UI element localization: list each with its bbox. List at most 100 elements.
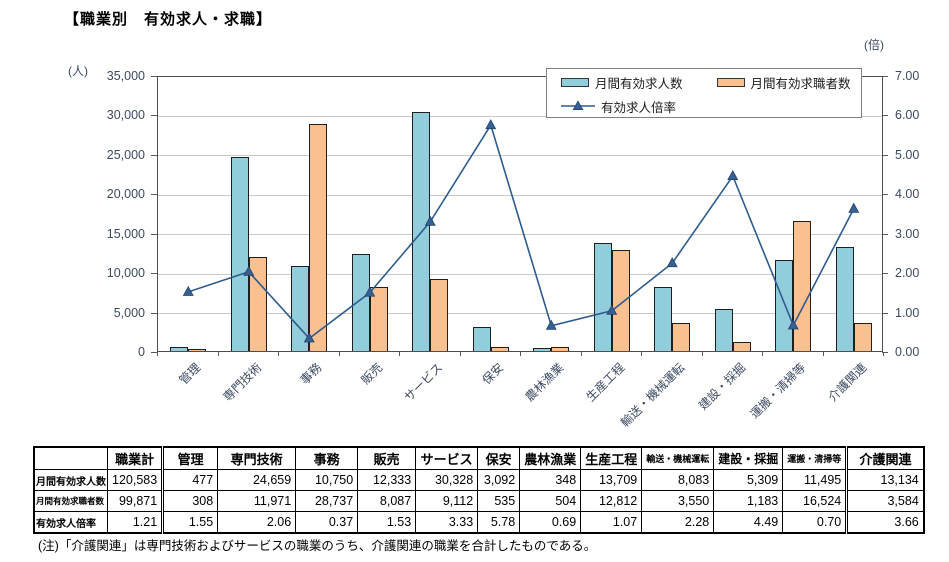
- seekers-bar-管理: [188, 348, 207, 351]
- vacancies-bar-保安: [472, 326, 491, 351]
- table-cell: 8,087: [357, 490, 417, 512]
- table-cell: 535: [477, 490, 521, 512]
- table-header-専門技術: 専門技術: [217, 446, 297, 470]
- table-cell: 0.69: [519, 511, 582, 534]
- table-cell: 1.55: [162, 511, 219, 534]
- y-right-tick: [882, 76, 888, 77]
- table-header-row: 職業計 管理 専門技術 事務 販売 サービス 保安 農林漁業 生産工程 輸送・機械運転 建設・採掘運…: [33, 446, 925, 470]
- table-header-介護関連: 介護関連: [846, 446, 925, 470]
- seekers-bar-swatch-icon: [716, 77, 745, 87]
- table-header-運搬・清掃等: 運搬・清掃等: [782, 446, 849, 470]
- y-left-tick: [151, 352, 157, 353]
- x-category-label-農林漁業: 農林漁業: [522, 360, 567, 405]
- ratio-line-series: [182, 119, 860, 343]
- table-cell: 10,750: [295, 469, 359, 491]
- table-row-月間有効求職者数: 月間有効求職者数 99,871 308 11,971 28,737 8,087 9,112 5…: [33, 490, 925, 512]
- y-left-tick: [151, 312, 157, 314]
- table-header-輸送・機械運転: 輸送・機械運転: [641, 446, 715, 470]
- table-cell: 0.70: [782, 511, 849, 534]
- seekers-bar-生産工程: [611, 249, 630, 351]
- table-cell: 3,092: [477, 469, 521, 491]
- x-category-label-専門技術: 専門技術: [220, 360, 265, 405]
- y-left-tick: [151, 154, 157, 156]
- table-cell: 1.53: [357, 511, 417, 534]
- y-right-tick: [882, 352, 888, 353]
- ratio-line-swatch-icon: [561, 100, 595, 111]
- grid-line: [158, 234, 882, 236]
- y-right-tick: [882, 273, 888, 275]
- table-cell: 3,550: [641, 490, 715, 512]
- x-axis-tick: [883, 352, 884, 356]
- vacancies-bar-介護関連: [835, 247, 854, 351]
- table-cell: 8,083: [641, 469, 715, 491]
- legend-row-1: 月間有効求人数 月間有効求職者数: [547, 71, 861, 93]
- vacancies-bar-生産工程: [593, 242, 612, 351]
- y-left-tick: [151, 194, 157, 196]
- x-category-label-介護関連: 介護関連: [825, 360, 870, 405]
- y-right-tick-label: 7.00: [895, 69, 920, 83]
- table-cell: 11,971: [217, 490, 297, 512]
- table-cell: 1.07: [580, 511, 643, 534]
- vacancies-bar-販売: [351, 253, 370, 351]
- x-axis-tick: [459, 352, 461, 356]
- x-axis-tick: [762, 352, 763, 356]
- table-cell: 504: [519, 490, 582, 512]
- y-left-tick-label: 25,000: [106, 147, 145, 162]
- page-title: 【職業別 有効求人・求職】: [64, 11, 273, 28]
- grid-line: [158, 155, 882, 157]
- y-right-tick: [882, 233, 888, 235]
- table-cell: 1.21: [106, 511, 165, 534]
- table-cell: 2.06: [217, 511, 297, 534]
- y-right-unit-label: (倍): [864, 38, 884, 52]
- x-category-label-サービス: サービス: [401, 360, 446, 405]
- vacancies-bar-専門技術: [230, 156, 249, 351]
- grid-line: [158, 273, 882, 275]
- table-cell: 13,709: [580, 469, 643, 491]
- y-left-tick: [151, 115, 157, 117]
- table-header-販売: 販売: [357, 446, 417, 470]
- x-axis-tick: [641, 352, 642, 356]
- seekers-bar-農林漁業: [551, 347, 570, 351]
- row-label: 月間有効求職者数: [33, 490, 108, 512]
- table-cell: 308: [162, 490, 219, 512]
- seekers-bar-保安: [490, 346, 509, 351]
- x-category-label-事務: 事務: [297, 360, 325, 388]
- x-axis-tick: [278, 352, 279, 356]
- y-left-tick: [151, 273, 157, 275]
- x-axis-tick: [217, 352, 219, 356]
- table-header-建設・採掘: 建設・採掘: [713, 446, 784, 470]
- grid-line: [158, 194, 882, 196]
- table-cell: 2.28: [641, 511, 715, 534]
- seekers-bar-輸送・機械運転: [672, 323, 691, 351]
- x-axis-tick: [399, 352, 400, 356]
- table-header-管理: 管理: [162, 446, 219, 470]
- grid-line: [158, 115, 882, 117]
- seekers-legend-label: 月間有効求職者数: [750, 76, 851, 91]
- seekers-bar-事務: [309, 124, 328, 351]
- x-category-label-生産工程: 生産工程: [583, 360, 628, 405]
- x-axis-tick: [822, 352, 824, 356]
- table-cell: 3.66: [846, 511, 925, 534]
- table-cell: 24,659: [217, 469, 297, 491]
- table-row-月間有効求人数: 月間有効求人数 120,583 477 24,659 10,750 12,333 30,32…: [33, 469, 925, 491]
- footnote: (注)「介護関連」は専門技術およびサービスの職業のうち、介護関連の職業を合計した…: [38, 539, 597, 553]
- table-cell: 30,328: [415, 469, 479, 491]
- seekers-bar-介護関連: [853, 322, 872, 351]
- table-cell: 120,583: [106, 469, 165, 491]
- y-right-tick-label: 2.00: [895, 266, 920, 281]
- table-cell: 1,183: [713, 490, 784, 512]
- x-axis-tick: [701, 352, 703, 356]
- y-left-tick: [151, 233, 157, 235]
- table-cell: 12,333: [357, 469, 417, 491]
- vacancies-bar-農林漁業: [533, 348, 552, 351]
- seekers-bar-建設・採掘: [732, 341, 751, 351]
- y-right-tick: [882, 154, 888, 156]
- y-right-tick: [882, 194, 888, 196]
- y-right-tick: [882, 115, 888, 117]
- row-label: 有効求人倍率: [33, 511, 108, 534]
- y-left-tick-label: 15,000: [106, 226, 145, 241]
- seekers-bar-専門技術: [248, 256, 267, 351]
- table-cell: 99,871: [106, 490, 165, 512]
- x-axis-tick: [580, 352, 582, 356]
